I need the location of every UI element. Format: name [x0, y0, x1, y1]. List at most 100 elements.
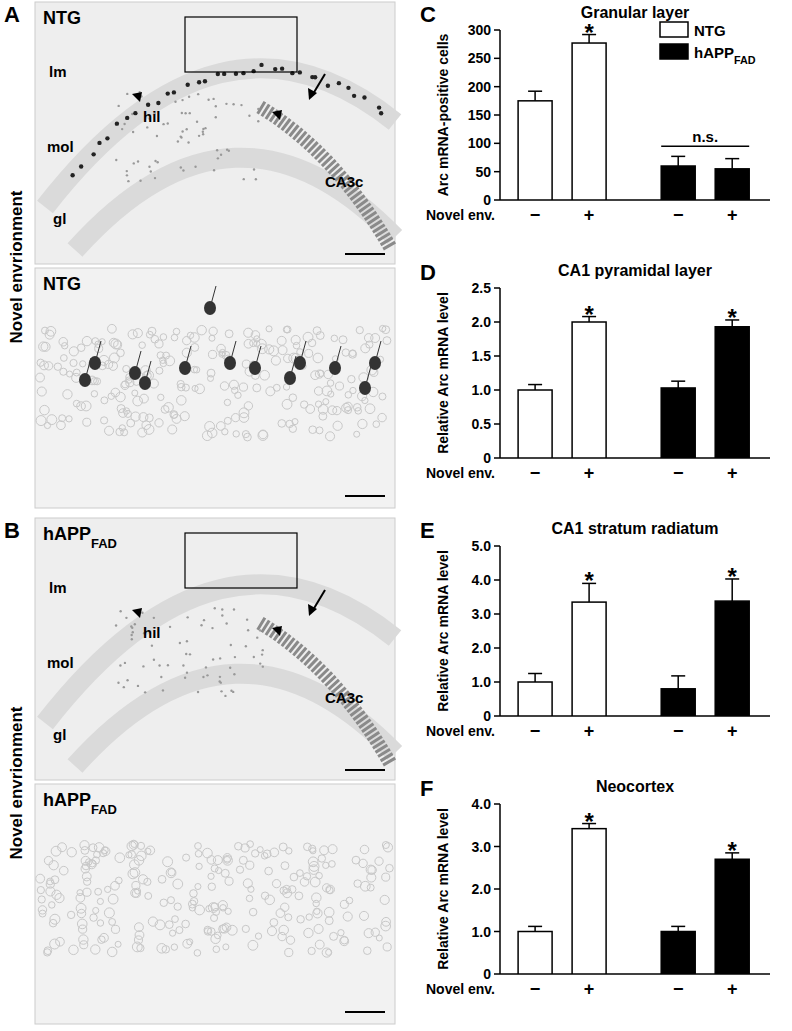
texture [180, 166, 182, 168]
texture [212, 98, 214, 100]
texture [148, 917, 157, 926]
texture [253, 384, 261, 392]
texture [162, 123, 164, 125]
arc-cell [125, 116, 129, 120]
texture [246, 618, 248, 620]
texture [304, 928, 313, 937]
texture [197, 691, 199, 693]
texture [297, 916, 305, 924]
texture [77, 402, 86, 411]
texture [291, 335, 300, 344]
texture [217, 344, 226, 353]
arrowhead [132, 92, 142, 102]
texture [134, 936, 142, 944]
arrowhead [308, 604, 317, 616]
region-label: gl [53, 210, 66, 227]
arc-cell [224, 356, 236, 370]
texture [115, 159, 117, 161]
texture [194, 950, 201, 957]
image-panel: ANovel envrionmentlmhilmolglCA3cNTGNTG [4, 2, 395, 508]
texture [108, 894, 118, 904]
image-title: hAPPFAD [43, 524, 117, 551]
y-tick [494, 389, 500, 391]
texture [314, 908, 320, 914]
texture [142, 665, 144, 667]
texture [153, 617, 155, 619]
error-cap [528, 926, 542, 928]
texture [135, 888, 141, 894]
texture [314, 924, 323, 933]
texture [67, 848, 76, 857]
texture [229, 380, 238, 389]
texture [207, 369, 215, 377]
texture [155, 419, 163, 427]
texture [165, 921, 173, 929]
texture [77, 909, 85, 917]
texture [258, 431, 268, 441]
texture [272, 880, 280, 888]
texture [154, 160, 156, 162]
y-tick-label: 250 [468, 50, 492, 66]
texture [49, 861, 58, 870]
texture [246, 861, 254, 869]
texture [164, 403, 174, 413]
texture [125, 617, 127, 619]
texture [186, 640, 188, 642]
texture [261, 653, 263, 655]
legend-label: hAPPFAD [694, 44, 756, 66]
texture [178, 383, 185, 390]
texture [225, 622, 227, 624]
texture [137, 842, 144, 849]
bar [518, 390, 552, 458]
texture [169, 626, 171, 628]
texture [40, 405, 49, 414]
y-tick-label: 5.0 [472, 538, 492, 554]
x-tick-label: + [584, 463, 595, 483]
texture [207, 428, 217, 438]
texture [239, 383, 247, 391]
texture [107, 947, 116, 956]
arc-cell [166, 91, 170, 95]
texture [265, 867, 273, 875]
texture [93, 907, 99, 913]
texture [37, 886, 44, 893]
texture [326, 887, 333, 894]
texture [57, 421, 66, 430]
texture [119, 664, 121, 666]
texture [191, 343, 199, 351]
texture [105, 360, 113, 368]
texture [203, 619, 205, 621]
texture [116, 392, 126, 402]
texture [111, 339, 121, 349]
y-tick [494, 287, 500, 289]
texture [290, 873, 298, 881]
y-tick [494, 423, 500, 425]
y-axis [499, 288, 501, 458]
texture [80, 941, 88, 949]
texture [189, 112, 191, 114]
texture [131, 113, 133, 115]
bar [661, 932, 695, 975]
label-main: hAPP [43, 524, 91, 544]
micrograph [35, 784, 395, 1024]
arc-cell [115, 121, 119, 125]
texture [171, 334, 178, 341]
texture [375, 857, 383, 865]
texture [124, 662, 126, 664]
texture [67, 911, 74, 918]
arc-cell [359, 381, 371, 395]
texture [303, 332, 313, 342]
arc-cell [105, 136, 109, 140]
texture [223, 944, 229, 950]
texture [204, 127, 206, 129]
y-tick-label: 1.0 [472, 382, 492, 398]
texture [138, 428, 147, 437]
scale-bar [345, 1011, 385, 1013]
texture [208, 903, 218, 913]
texture [333, 421, 342, 430]
texture [355, 408, 362, 415]
texture [211, 914, 218, 921]
texture [151, 644, 153, 646]
texture [132, 631, 134, 633]
x-axis-label: Novel env. [426, 981, 495, 997]
